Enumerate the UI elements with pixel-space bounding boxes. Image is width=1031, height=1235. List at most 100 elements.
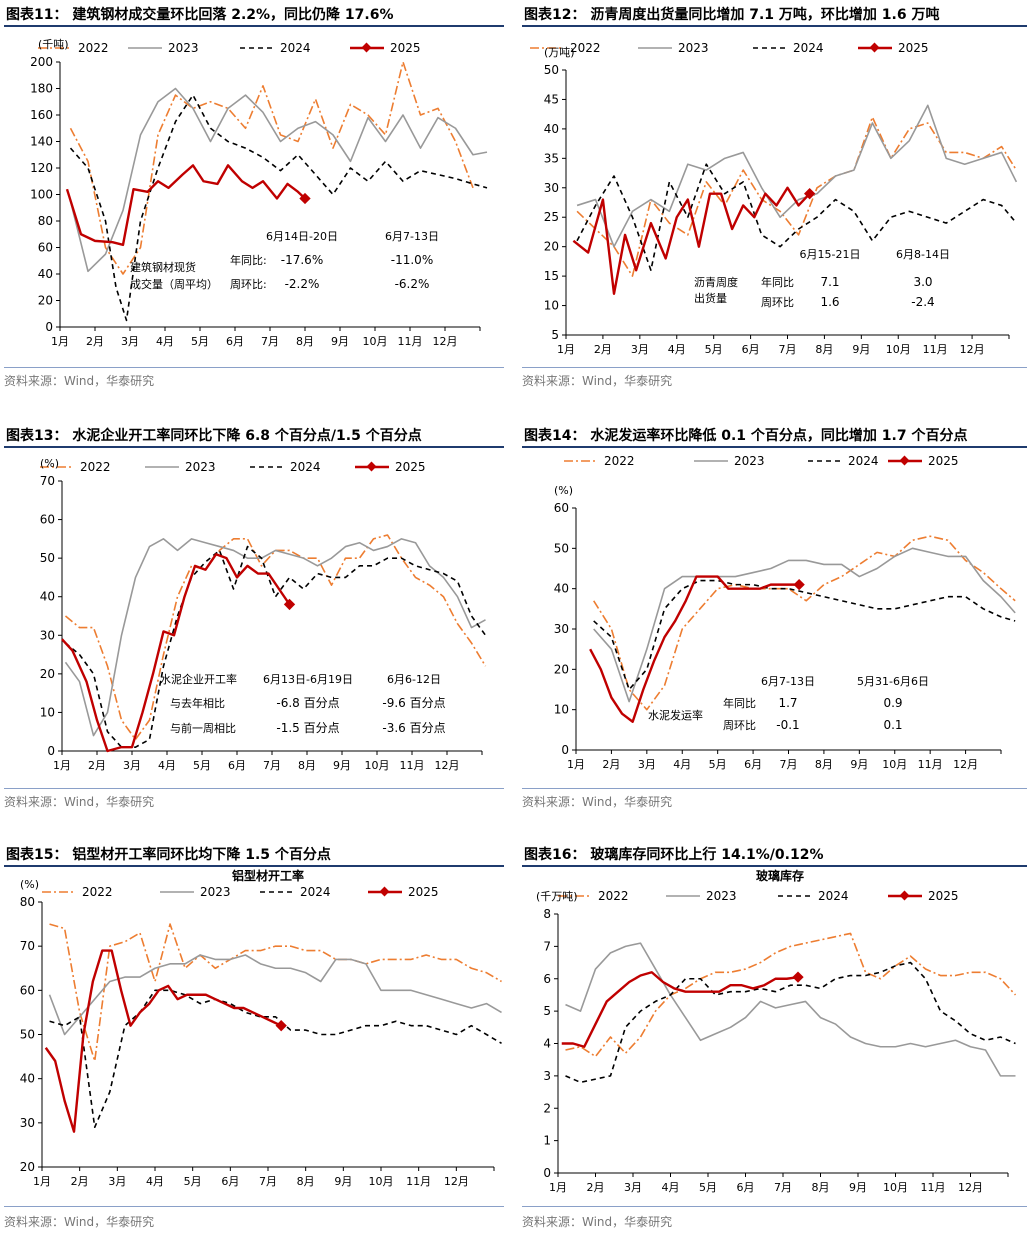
x-tick-label: 4月 (146, 1175, 164, 1188)
title-divider (4, 25, 504, 27)
x-tick-label: 5月 (184, 1175, 202, 1188)
y-tick-label: 140 (30, 135, 53, 149)
x-tick-label: 1月 (557, 343, 575, 356)
x-tick-label: 2月 (602, 758, 620, 771)
x-tick-label: 5月 (705, 343, 723, 356)
y-tick-label: 20 (20, 1160, 35, 1174)
annotation-row-label: 年同比 (723, 696, 756, 710)
y-tick-label: 0 (45, 320, 53, 334)
x-tick-label: 3月 (123, 759, 141, 772)
legend-label-2022: 2022 (604, 454, 635, 468)
annotation-row-label: 年同比: (230, 253, 267, 267)
legend-label-2023: 2023 (168, 41, 199, 55)
x-tick-label: 1月 (33, 1175, 51, 1188)
x-tick-label: 12月 (435, 759, 460, 772)
chart-panel-12: 图表12： 沥青周度出货量同比增加 7.1 万吨，环比增加 1.6 万吨 202… (518, 0, 1031, 400)
y-tick-label: 50 (554, 541, 569, 555)
annotation-value: -6.8 百分点 (276, 696, 339, 710)
series-line-2025 (572, 186, 811, 295)
source-note: 资料来源：Wind，华泰研究 (522, 795, 673, 809)
source-note: 资料来源：Wind，华泰研究 (4, 795, 155, 809)
annotation-label: 水泥企业开工率 (160, 672, 237, 686)
legend-label-2022: 2022 (82, 885, 113, 899)
legend-label-2022: 2022 (570, 41, 601, 55)
x-tick-label: 3月 (108, 1175, 126, 1188)
legend-label-2023: 2023 (734, 454, 765, 468)
x-tick-label: 6月 (744, 758, 762, 771)
x-tick-label: 8月 (296, 335, 314, 348)
annotation-value: 1.7 (778, 696, 797, 710)
title-divider (4, 446, 504, 448)
annotation-row-label: 周环比 (723, 719, 756, 732)
x-tick-label: 4月 (158, 759, 176, 772)
y-tick-label: 10 (554, 703, 569, 717)
legend-label-2023: 2023 (185, 460, 216, 474)
annotation-col-header: 6月7-13日 (761, 675, 815, 688)
annotation-label: 建筑钢材现货 (130, 260, 196, 274)
series-end-marker-2025 (299, 192, 311, 205)
annotation-value: -2.2% (285, 277, 320, 291)
x-tick-label: 11月 (923, 343, 948, 356)
chart-panel-14: 图表14： 水泥发运率环比降低 0.1 个百分点，同比增加 1.7 个百分点 2… (518, 420, 1031, 820)
x-tick-label: 12月 (953, 758, 978, 771)
annotation-label: 沥青周度 (694, 275, 738, 289)
legend-marker-2025 (869, 42, 880, 53)
legend-label-2025: 2025 (928, 889, 959, 903)
y-tick-label: 60 (38, 241, 53, 255)
chart-13: 2022 2023 2024 2025 (%) 0 10 20 30 40 50 60 70 1月 2月 3月… (40, 457, 487, 772)
y-tick-label: 0 (561, 743, 569, 757)
legend-label-2025: 2025 (928, 454, 959, 468)
x-tick-label: 9月 (849, 1181, 867, 1194)
y-tick-label: 200 (30, 55, 53, 69)
y-tick-label: 2 (543, 1101, 551, 1115)
annotation-col-header: 6月6-12日 (387, 673, 441, 686)
source-note: 资料来源：Wind，华泰研究 (4, 374, 155, 388)
y-tick-label: 30 (40, 628, 55, 642)
x-tick-label: 12月 (433, 335, 458, 348)
title-divider (522, 446, 1027, 448)
series-line-2022 (69, 61, 474, 275)
annotation-value: -0.1 (776, 718, 799, 732)
chart-14: 2022 2023 2024 2025 (%) 0 10 20 30 40 50 60 1月 2月 3月 4月… (554, 454, 1016, 771)
y-tick-label: 40 (554, 582, 569, 596)
y-tick-label: 4 (543, 1037, 551, 1051)
y-tick-label: 3 (543, 1069, 551, 1083)
series-line-2025 (44, 949, 282, 1133)
x-tick-label: 3月 (638, 758, 656, 771)
chart-panel-15: 图表15： 铝型材开工率同环比均下降 1.5 个百分点 2022 2023 2024… (0, 840, 513, 1235)
x-tick-label: 10月 (369, 1175, 394, 1188)
y-tick-label: 30 (544, 181, 559, 195)
annotation-row-label: 与前一周相比 (170, 721, 236, 735)
legend: 2022 2023 2024 2025 (38, 41, 421, 55)
x-tick-label: 10月 (363, 335, 388, 348)
chart-12: 2022 2023 2024 2025(万吨)51015202530354045501… (530, 41, 1018, 356)
legend-label-2025: 2025 (395, 460, 426, 474)
annotation-row-label: 年同比 (761, 275, 794, 289)
annotation-label: 出货量 (694, 291, 727, 305)
y-unit-label: (千万吨) (536, 890, 578, 903)
title-divider (4, 865, 504, 867)
annotation-value: -17.6% (281, 253, 323, 267)
y-tick-label: 40 (38, 267, 53, 281)
y-tick-label: 0 (47, 744, 55, 758)
legend: 2022 2023 2024 2025 (530, 41, 929, 55)
bottom-divider (522, 1206, 1027, 1207)
legend: 2022 2023 2024 2025 (42, 885, 439, 899)
legend: 2022 2023 2024 2025 (40, 460, 426, 474)
annotation-label: 水泥发运率 (648, 708, 703, 722)
annotation-col-header: 6月7-13日 (385, 230, 439, 243)
y-tick-label: 20 (544, 240, 559, 254)
series-end-marker-2025 (792, 971, 804, 983)
annotation-value: -1.5 百分点 (276, 721, 339, 735)
y-tick-label: 50 (20, 1028, 35, 1042)
y-tick-label: 5 (551, 328, 559, 342)
x-tick-label: 1月 (51, 335, 69, 348)
y-tick-label: 60 (40, 513, 55, 527)
x-tick-label: 7月 (774, 1181, 792, 1194)
x-tick-label: 10月 (886, 343, 911, 356)
x-tick-label: 7月 (261, 335, 279, 348)
y-tick-label: 35 (544, 151, 559, 165)
y-tick-label: 40 (544, 122, 559, 136)
